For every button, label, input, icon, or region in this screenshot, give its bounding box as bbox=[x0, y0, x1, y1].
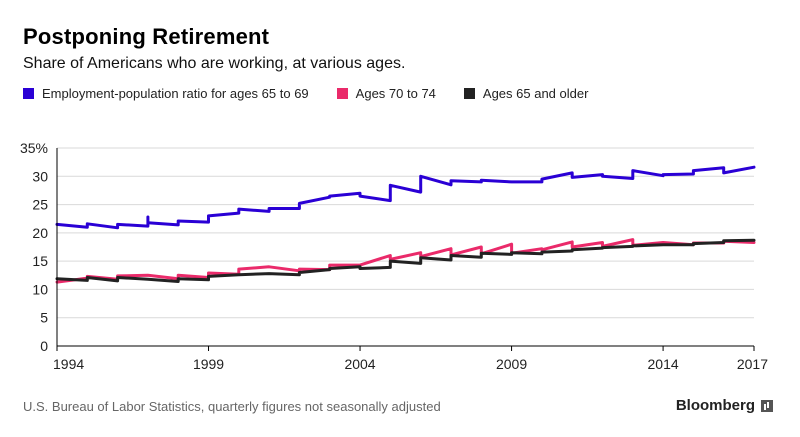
legend-label-ages-70-74: Ages 70 to 74 bbox=[355, 86, 436, 101]
x-tick-label: 1994 bbox=[53, 356, 84, 372]
legend-swatch-ages-65-69 bbox=[23, 88, 34, 99]
x-tick-label: 2004 bbox=[344, 356, 375, 372]
source-note: U.S. Bureau of Labor Statistics, quarter… bbox=[23, 399, 441, 414]
axis-layer: 0 5 10 15 20 25 30 35% 1994 1999 2004 2009 2014 2017 bbox=[20, 140, 768, 372]
x-tick-label: 1999 bbox=[193, 356, 224, 372]
y-tick-label: 5 bbox=[40, 310, 48, 326]
x-tick-label: 2014 bbox=[648, 356, 679, 372]
grid-layer bbox=[57, 147, 754, 347]
legend-item-ages-65-older: Ages 65 and older bbox=[463, 86, 589, 101]
chart-title: Postponing Retirement bbox=[23, 24, 270, 49]
y-tick-label: 0 bbox=[40, 338, 48, 354]
series-line-ages-65-older bbox=[55, 238, 756, 283]
legend-swatch-ages-70-74 bbox=[336, 88, 348, 99]
y-tick-label: 30 bbox=[32, 168, 48, 184]
chart-subtitle: Share of Americans who are working, at v… bbox=[23, 55, 406, 72]
legend-label-ages-65-69: Employment-population ratio for ages 65 … bbox=[42, 86, 309, 101]
bloomberg-chart-icon bbox=[761, 399, 773, 412]
legend: Employment-population ratio for ages 65 … bbox=[23, 86, 616, 101]
y-tick-label: 15 bbox=[32, 253, 48, 269]
x-tick-label: 2009 bbox=[496, 356, 527, 372]
series-line-ages-65-69 bbox=[55, 165, 756, 230]
legend-label-ages-65-older: Ages 65 and older bbox=[482, 86, 589, 101]
legend-item-ages-65-69: Employment-population ratio for ages 65 … bbox=[23, 86, 309, 101]
series-line-ages-70-74 bbox=[55, 238, 756, 284]
legend-swatch-ages-65-older bbox=[463, 88, 475, 99]
y-tick-label: 20 bbox=[32, 225, 48, 241]
y-tick-label: 35% bbox=[20, 140, 48, 156]
legend-item-ages-70-74: Ages 70 to 74 bbox=[336, 86, 436, 101]
brand-name: Bloomberg bbox=[675, 397, 755, 414]
series-layer bbox=[55, 165, 756, 284]
brand-logo: Bloomberg bbox=[676, 397, 773, 414]
y-tick-label: 10 bbox=[32, 281, 48, 297]
y-tick-label: 25 bbox=[32, 197, 48, 213]
x-tick-label: 2017 bbox=[737, 356, 768, 372]
